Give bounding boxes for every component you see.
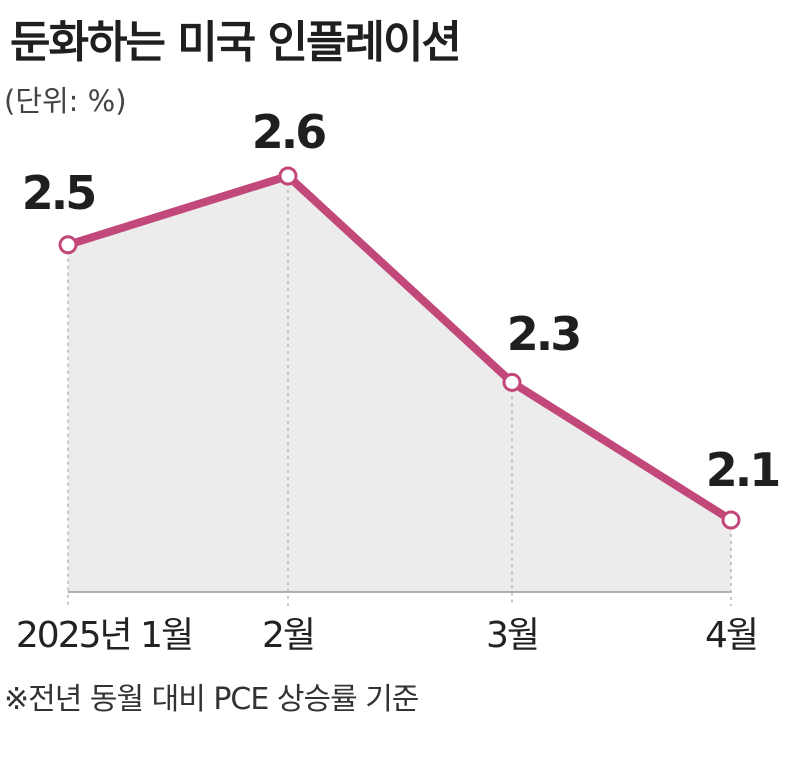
area-layer [68,176,731,593]
data-label-4: 2.1 [706,443,779,497]
x-tick-label-1: 2025년 1월 [16,615,192,656]
data-label-1: 2.5 [22,166,95,220]
tick-layer: 2025년 1월 2월 3월 4월 [16,615,759,656]
footnote: ※전년 동월 대비 PCE 상승률 기준 [4,682,419,717]
line-layer [64,172,735,524]
data-point-1 [58,235,78,255]
x-tick-label-3: 3월 [486,615,538,656]
data-point-2 [278,166,298,186]
data-label-2: 2.6 [252,105,325,159]
data-label-3: 2.3 [507,307,580,361]
guide-layer [67,176,732,606]
data-point-3 [502,372,522,392]
unit-label: (단위: %) [4,84,127,118]
chart-title: 둔화하는 미국 인플레이션 [10,17,462,68]
series-line [64,172,735,524]
area-fill [68,176,731,592]
x-tick-label-4: 4월 [705,615,757,656]
data-point-4 [721,510,741,530]
marker-layer [58,166,741,530]
label-layer: 2.5 2.6 2.3 2.1 [22,105,782,497]
x-tick-label-2: 2월 [262,615,314,656]
